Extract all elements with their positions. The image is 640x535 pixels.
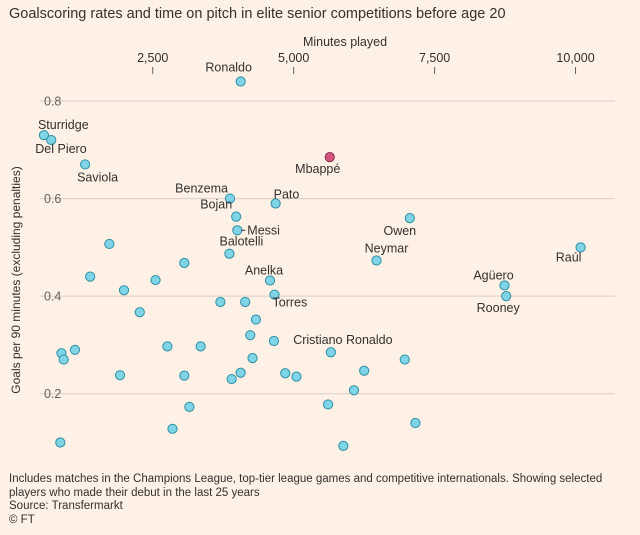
source-line: Source: Transfermarkt [9, 500, 123, 512]
y-tick-label: 0.4 [44, 290, 61, 304]
data-point [575, 242, 586, 253]
ft-credit: © FT [9, 513, 35, 526]
x-tick-label: 7,500 [419, 51, 450, 65]
point-label: Del Piero [35, 142, 86, 156]
y-tick-label: 0.8 [44, 95, 61, 109]
data-point [232, 225, 243, 236]
data-point [162, 341, 173, 352]
data-point [55, 437, 66, 448]
data-point [118, 285, 130, 296]
data-point [79, 159, 91, 170]
data-point [235, 76, 246, 87]
point-label: Ronaldo [205, 61, 252, 75]
data-point [247, 352, 258, 364]
x-tick-label: 10,000 [556, 51, 594, 65]
point-label: Torres [273, 296, 308, 310]
x-tick-label: 2,500 [137, 51, 168, 65]
data-point [195, 341, 206, 352]
point-label: Bojan [200, 198, 232, 212]
data-point [410, 417, 421, 429]
point-label: Rooney [477, 301, 521, 315]
point-label: Sturridge [38, 118, 89, 132]
data-point [338, 440, 349, 452]
data-point [404, 212, 415, 224]
data-point [184, 401, 195, 412]
x-axis: Minutes played 2,500 5,000 7,500 10,000 [137, 35, 595, 74]
data-point [38, 130, 50, 141]
data-point [224, 248, 235, 259]
point-label: Pato [274, 187, 300, 201]
chart-title: Goalscoring rates and time on pitch in e… [9, 6, 506, 22]
point-label: Messi [247, 223, 280, 237]
data-point [134, 307, 145, 318]
scatter-chart: Minutes played 2,500 5,000 7,500 10,000 Goa… [9, 35, 615, 452]
data-point [114, 370, 126, 381]
point-label: Anelka [245, 264, 283, 278]
data-point [499, 280, 510, 291]
data-point [150, 274, 161, 286]
data-point [264, 275, 276, 286]
data-point [250, 314, 262, 325]
chart-footer: Includes matches in the Champions League… [9, 473, 629, 527]
point-label: Saviola [77, 170, 118, 184]
point-label: Agüero [473, 268, 513, 282]
data-point [179, 370, 190, 381]
point-labels: Ronaldo Sturridge Del Piero Saviola Mbappé Be… [35, 61, 581, 348]
y-axis-label: Goals per 90 minutes (excluding penaltie… [9, 166, 23, 393]
gridlines [40, 100, 615, 395]
data-point [348, 385, 360, 396]
highlight-point [324, 152, 335, 163]
data-point [291, 371, 302, 382]
data-point [322, 399, 334, 410]
data-point [235, 367, 246, 378]
data-point [268, 335, 280, 347]
data-point [215, 296, 226, 308]
data-point [69, 344, 81, 355]
data-point [371, 255, 382, 266]
data-point [167, 423, 178, 434]
point-label: Raúl [556, 250, 582, 264]
y-axis: Goals per 90 minutes (excluding penaltie… [9, 95, 61, 402]
data-point [104, 238, 115, 250]
data-point [58, 354, 69, 365]
point-label: Cristiano Ronaldo [293, 333, 392, 347]
data-point [280, 368, 291, 379]
point-label: Balotelli [220, 235, 264, 249]
data-point [46, 134, 57, 146]
point-label: Benzema [175, 182, 228, 196]
data-point [240, 296, 251, 308]
point-label: Owen [383, 224, 416, 238]
data-point [325, 347, 336, 358]
point-label: Mbappé [295, 162, 340, 176]
y-tick-label: 0.6 [44, 192, 61, 206]
data-point [224, 193, 236, 204]
data-point [399, 354, 410, 365]
data-point [501, 291, 512, 302]
data-point [359, 365, 370, 376]
footnote: Includes matches in the Champions League… [9, 473, 603, 499]
data-point [269, 289, 280, 300]
point-label: Neymar [365, 242, 409, 256]
x-axis-label: Minutes played [303, 35, 387, 49]
data-point [85, 271, 96, 282]
y-tick-label: 0.2 [44, 387, 61, 401]
data-point [226, 373, 237, 385]
data-point [179, 257, 190, 269]
data-points [38, 76, 586, 452]
x-tick-label: 5,000 [278, 51, 309, 65]
data-point [270, 198, 281, 209]
data-point [245, 330, 256, 341]
data-point [231, 211, 242, 222]
